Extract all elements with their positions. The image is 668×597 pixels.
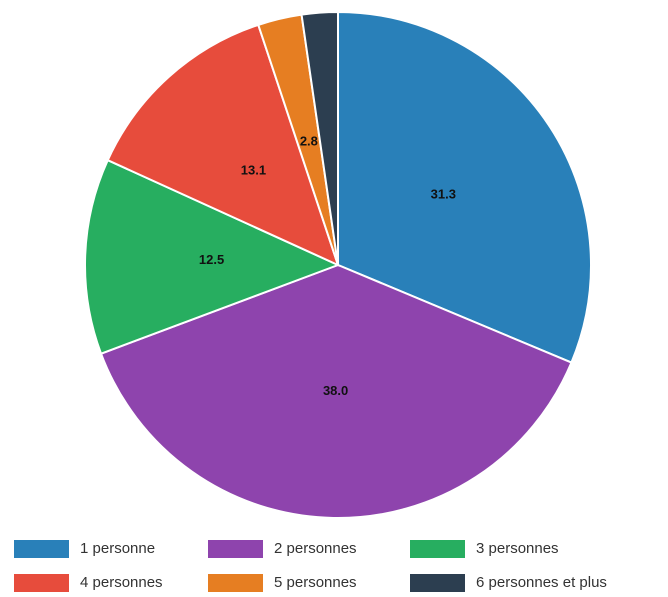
legend-swatch xyxy=(208,540,263,558)
pie-slice xyxy=(106,23,340,267)
legend-swatch xyxy=(14,540,69,558)
pie-slice xyxy=(337,10,592,364)
value-label: 12.5 xyxy=(199,252,224,267)
legend-swatch xyxy=(410,574,465,592)
pie-slice xyxy=(99,263,573,519)
legend-label: 6 personnes et plus xyxy=(476,574,607,591)
pie-slice xyxy=(84,158,341,355)
pie-slice xyxy=(300,10,339,266)
value-label: 31.3 xyxy=(431,186,456,201)
legend-label: 5 personnes xyxy=(274,574,357,591)
legend-label: 1 personne xyxy=(80,540,155,557)
value-label: 38.0 xyxy=(323,383,348,398)
legend-swatch xyxy=(410,540,465,558)
value-label: 2.8 xyxy=(300,133,318,148)
legend-label: 4 personnes xyxy=(80,574,163,591)
legend-swatch xyxy=(208,574,263,592)
legend-label: 3 personnes xyxy=(476,540,559,557)
value-label: 13.1 xyxy=(241,162,266,177)
legend-label: 2 personnes xyxy=(274,540,357,557)
legend-swatch xyxy=(14,574,69,592)
